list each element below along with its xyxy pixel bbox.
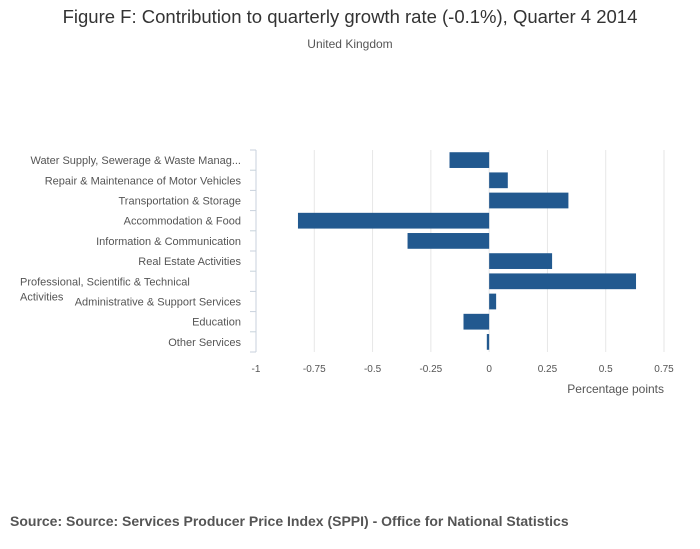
bar-3 (297, 212, 490, 229)
x-tick-label: -0.25 (419, 364, 442, 375)
bar-6 (489, 273, 637, 290)
chart-title: Figure F: Contribution to quarterly grow… (62, 6, 638, 27)
chart-subtitle: United Kingdom (307, 37, 393, 51)
category-label: Education (192, 317, 241, 329)
category-label: Administrative & Support Services (75, 297, 242, 309)
x-tick-label: 0.25 (538, 364, 558, 375)
x-tick-label: 0 (486, 364, 492, 375)
category-label: Professional, Scientific & Technical (20, 276, 190, 288)
category-label: Water Supply, Sewerage & Waste Manag... (30, 155, 241, 167)
bar-1 (489, 172, 508, 189)
category-label: Accommodation & Food (124, 216, 241, 228)
category-label: Transportation & Storage (119, 196, 242, 208)
x-tick-label: 0.5 (599, 364, 613, 375)
bar-0 (449, 152, 490, 168)
bar-5 (489, 253, 553, 269)
x-tick-label: 0.75 (654, 364, 674, 375)
bar-7 (489, 293, 497, 310)
category-label: Activities (20, 291, 64, 303)
bar-9 (486, 334, 490, 350)
x-axis-title: Percentage points (567, 382, 664, 396)
category-label: Other Services (168, 337, 241, 349)
x-tick-label: -0.5 (364, 364, 382, 375)
bar-8 (463, 313, 490, 330)
category-label: Real Estate Activities (138, 256, 241, 268)
x-tick-label: -0.75 (303, 364, 326, 375)
source-note: Source: Source: Services Producer Price … (10, 513, 569, 529)
category-label: Information & Communication (96, 236, 241, 248)
x-tick-label: -1 (252, 364, 261, 375)
category-label: Repair & Maintenance of Motor Vehicles (45, 175, 242, 187)
bar-4 (407, 233, 490, 249)
bar-2 (489, 192, 569, 209)
